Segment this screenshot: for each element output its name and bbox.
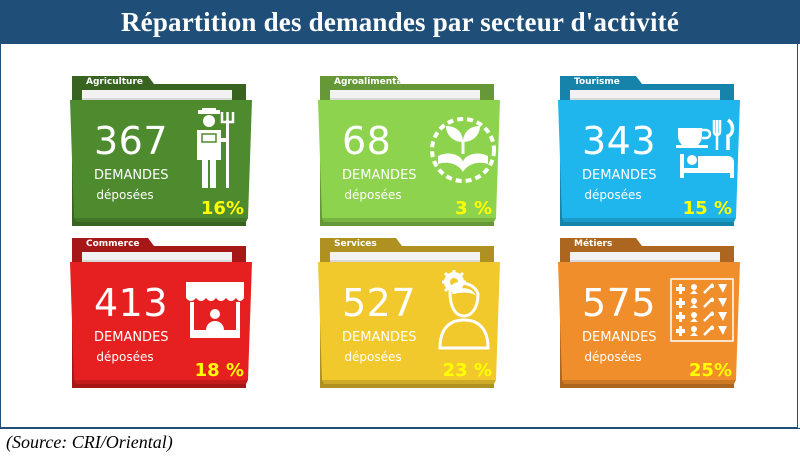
sector-label: Agriculture [86,77,144,87]
sector-label: Services [334,239,377,249]
demand-count: 527 [342,281,417,325]
sector-label: Agroalimentaire [334,77,417,87]
sector-card: Métiers 575 DEMANDES déposées 25% [558,238,740,388]
demand-count: 413 [94,281,169,325]
share-percent: 3 % [455,198,492,219]
demand-sublabel: déposées [96,188,154,202]
sector-label: Tourisme [574,77,620,87]
hotel-restaurant-icon [676,118,736,185]
sector-card: Agroalimentaire 68 DEMANDES déposées 3 % [318,76,500,226]
demand-unit-label: DEMANDES [94,330,169,345]
farmer-icon [190,104,240,195]
demand-sublabel: déposées [344,350,402,364]
source-divider [0,428,800,429]
demand-sublabel: déposées [96,350,154,364]
demand-sublabel: déposées [584,188,642,202]
share-percent: 25% [688,360,732,381]
sector-label: Commerce [86,239,140,249]
plant-hands-icon [430,116,496,189]
title-banner: Répartition des demandes par secteur d'a… [0,0,800,44]
share-percent: 18 % [194,360,244,381]
demand-unit-label: DEMANDES [342,330,417,345]
sector-label: Métiers [574,239,613,249]
demand-unit-label: DEMANDES [342,168,417,183]
share-percent: 16% [200,198,244,219]
sector-card: Agriculture 367 DEMANDES déposées 16% [70,76,252,226]
demand-unit-label: DEMANDES [94,168,169,183]
demand-count: 68 [342,119,392,163]
sector-card: Commerce 413 DEMANDES déposées 18 % [70,238,252,388]
share-percent: 15 % [682,198,732,219]
service-person-icon [436,270,492,355]
demand-count: 343 [582,119,657,163]
crafts-grid-icon [670,278,734,347]
demand-sublabel: déposées [344,188,402,202]
chart-title: Répartition des demandes par secteur d'a… [120,6,680,37]
demand-count: 575 [582,281,657,325]
share-percent: 23 % [442,360,492,381]
sector-card: Tourisme 343 DEMANDES déposées 15 % [558,76,740,226]
source-note: (Source: CRI/Oriental) [6,432,173,452]
demand-count: 367 [94,119,169,163]
demand-unit-label: DEMANDES [582,168,657,183]
demand-unit-label: DEMANDES [582,330,657,345]
demand-sublabel: déposées [584,350,642,364]
sector-card: Services 527 DEMANDES déposées 23 % [318,238,500,388]
market-stall-icon [184,280,246,347]
